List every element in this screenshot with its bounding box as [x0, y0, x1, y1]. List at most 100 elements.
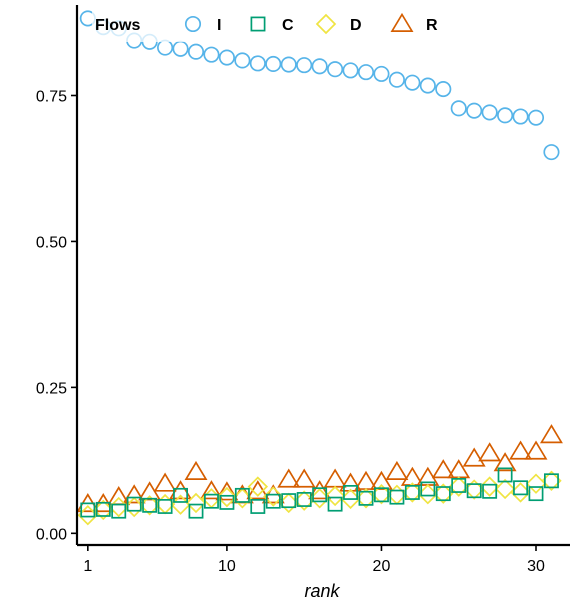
data-point-i — [527, 109, 545, 126]
data-point-c — [513, 480, 528, 496]
legend-label-d: D — [350, 17, 362, 34]
data-point-r — [462, 447, 486, 467]
data-point-c — [358, 490, 374, 506]
data-point-r — [478, 442, 502, 462]
data-point-r — [215, 481, 239, 501]
data-point-i — [311, 58, 328, 75]
data-point-c — [389, 489, 405, 505]
data-point-i — [249, 55, 266, 72]
data-point-c — [265, 493, 281, 509]
data-point-c — [126, 496, 142, 512]
legend-key-r — [390, 12, 414, 32]
data-point-r — [524, 440, 548, 460]
y-tick-label: 0.00 — [36, 526, 67, 543]
data-point-i — [203, 46, 220, 63]
data-point-c — [204, 493, 219, 509]
x-axis-title: rank — [304, 581, 340, 601]
data-point-i — [342, 62, 359, 79]
data-point-r — [431, 459, 455, 479]
legend-key-c — [250, 16, 266, 32]
data-point-c — [482, 483, 498, 499]
data-point-r — [400, 466, 424, 486]
data-point-r — [153, 472, 177, 492]
data-point-d — [479, 476, 500, 497]
data-point-i — [388, 71, 405, 88]
data-point-r — [308, 480, 332, 500]
data-point-c — [95, 501, 111, 517]
data-point-i — [450, 100, 467, 117]
data-point-c — [435, 486, 451, 502]
data-point-r — [169, 480, 193, 500]
data-point-c — [544, 473, 559, 489]
y-tick-label: 0.75 — [36, 88, 67, 105]
data-point-i — [357, 64, 375, 81]
data-point-i — [218, 49, 235, 66]
series-c-points — [80, 467, 559, 519]
series-i-points — [79, 10, 560, 161]
y-tick-label: 0.25 — [36, 380, 67, 397]
data-point-i — [265, 55, 282, 73]
data-point-c — [404, 485, 420, 500]
data-point-c — [420, 481, 436, 497]
data-point-d — [185, 492, 207, 514]
legend: Flows I C D R — [92, 8, 452, 42]
data-point-d — [494, 478, 516, 500]
data-point-c — [451, 478, 467, 493]
data-point-i — [187, 43, 205, 60]
data-point-c — [188, 503, 204, 519]
data-point-i — [280, 56, 297, 73]
legend-title: Flows — [95, 17, 140, 34]
data-point-r — [369, 470, 393, 490]
data-point-i — [234, 52, 251, 69]
data-point-c — [80, 502, 96, 518]
data-point-c — [250, 499, 266, 514]
y-tick-label: 0.50 — [36, 234, 67, 251]
data-point-c — [142, 497, 158, 513]
x-tick-label: 10 — [218, 558, 236, 575]
data-point-c — [296, 492, 312, 507]
data-point-c — [374, 487, 389, 503]
data-point-i — [497, 107, 514, 124]
data-point-c — [111, 503, 127, 519]
data-point-c — [281, 493, 297, 509]
data-point-i — [327, 61, 344, 78]
data-point-i — [404, 74, 421, 91]
data-point-r — [292, 468, 316, 488]
data-point-r — [323, 468, 347, 488]
data-point-r — [199, 480, 223, 500]
data-point-c — [528, 486, 544, 502]
data-point-c — [173, 487, 188, 503]
legend-key-i — [184, 15, 202, 33]
x-axis-ticks: 1 10 20 30 — [83, 545, 545, 575]
legend-label-i: I — [217, 17, 221, 34]
data-point-d — [324, 485, 346, 507]
data-point-r — [122, 484, 146, 504]
y-axis-ticks: 0.00 0.25 0.50 0.75 — [36, 88, 77, 543]
data-point-c — [157, 499, 173, 514]
data-point-i — [435, 81, 452, 98]
data-point-c — [327, 496, 343, 512]
data-point-i — [157, 39, 174, 56]
data-point-d — [247, 476, 269, 497]
legend-label-r: R — [426, 17, 438, 34]
data-point-r — [277, 468, 301, 488]
data-point-i — [172, 40, 189, 57]
data-point-d — [216, 486, 238, 508]
legend-label-c: C — [282, 17, 294, 34]
legend-key-d — [315, 13, 337, 35]
data-point-r — [385, 460, 409, 481]
data-point-d — [263, 486, 284, 507]
data-point-i — [512, 108, 529, 125]
data-point-i — [481, 104, 498, 121]
x-tick-label: 1 — [83, 558, 92, 575]
data-point-i — [466, 102, 483, 119]
data-point-c — [219, 494, 235, 510]
data-point-c — [343, 485, 358, 500]
data-point-r — [539, 424, 563, 444]
x-tick-label: 30 — [527, 558, 545, 575]
data-point-r — [509, 440, 533, 460]
data-point-i — [296, 57, 313, 74]
data-point-c — [312, 487, 328, 503]
data-point-r — [493, 452, 517, 472]
